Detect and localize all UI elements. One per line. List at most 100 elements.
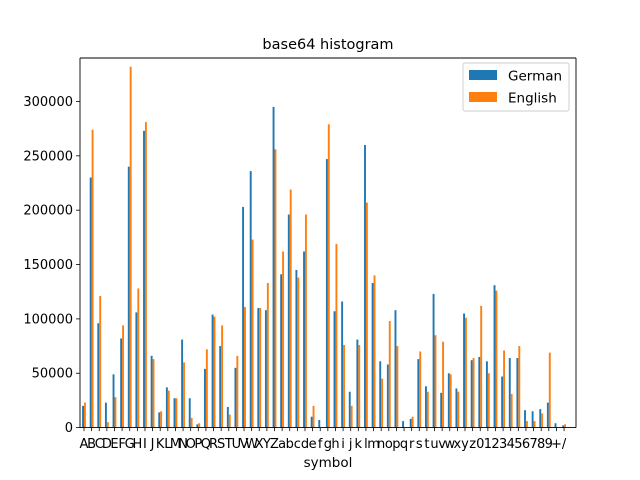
bar-english-D <box>106 422 109 428</box>
bar-english-3 <box>503 350 505 428</box>
bar-english-l <box>365 202 368 428</box>
bar-english-P <box>198 423 201 428</box>
legend-swatch-english <box>469 92 497 102</box>
x-tick-label: a <box>278 437 286 452</box>
legend-label-english: English <box>508 91 557 107</box>
bar-german-i <box>341 301 344 428</box>
bars <box>82 66 566 428</box>
bar-english-6 <box>525 421 528 428</box>
bar-german-E <box>112 374 115 428</box>
x-tick-label: b <box>286 437 294 452</box>
bar-german-l <box>364 144 366 428</box>
bar-english-E <box>114 397 117 428</box>
x-tick-label: T <box>224 437 233 452</box>
bar-german-S <box>219 346 222 428</box>
x-tick-label: g <box>324 437 332 452</box>
bar-english-Q <box>205 349 208 428</box>
bar-english-r <box>411 416 414 428</box>
bar-english-7 <box>533 421 536 428</box>
bar-english-w <box>449 374 452 428</box>
x-tick-label: h <box>331 437 339 452</box>
bar-english-b <box>289 189 292 428</box>
bar-english-p <box>396 346 399 428</box>
bar-german-p <box>394 310 397 428</box>
x-tick-label: 0 <box>476 437 484 452</box>
x-tick-label: H <box>132 437 142 452</box>
bar-english-T <box>228 414 231 428</box>
bar-english-O <box>190 417 193 428</box>
bar-german-H <box>135 312 138 428</box>
y-tick-label: 50000 <box>32 367 73 382</box>
bar-german-k <box>356 339 359 428</box>
bar-german-s <box>417 359 420 428</box>
bar-english-u <box>434 335 437 428</box>
bar-german-B <box>89 177 92 428</box>
bar-german-u <box>432 293 435 428</box>
bar-german-Q <box>204 368 206 428</box>
bar-german-/ <box>562 425 565 428</box>
x-tick-label: p <box>392 437 400 452</box>
y-tick-label: 150000 <box>23 258 73 273</box>
bar-english-v <box>442 341 445 428</box>
legend-swatch-german <box>469 70 497 80</box>
bar-english-s <box>419 351 422 428</box>
x-tick-label: 3 <box>499 437 507 452</box>
bar-german-6 <box>524 410 526 428</box>
x-tick-label: 4 <box>507 437 515 452</box>
bar-german-7 <box>531 411 534 428</box>
bar-english-0 <box>480 305 483 428</box>
bar-english-9 <box>548 352 551 428</box>
bar-english-C <box>99 296 102 428</box>
bar-german-b <box>287 214 290 428</box>
bar-german-I <box>143 130 145 428</box>
bar-german-0 <box>478 356 481 428</box>
x-tick-label: + <box>551 437 562 452</box>
bar-english-z <box>472 358 475 428</box>
x-tick-label: 7 <box>529 437 537 452</box>
x-tick-label: m <box>367 437 380 452</box>
x-tick-label: x <box>454 437 462 452</box>
x-tick-label: l <box>364 437 368 452</box>
bar-german-x <box>455 388 458 428</box>
bar-english-1 <box>487 373 490 428</box>
bar-english-F <box>122 325 124 428</box>
y-ticks: 0 50000 100000 150000 200000 250000 300000 <box>23 95 80 436</box>
bar-english-c <box>297 277 300 428</box>
x-tick-label: L <box>164 437 172 452</box>
bar-english-4 <box>510 393 513 428</box>
bar-english-2 <box>495 290 498 428</box>
x-tick-label: i <box>341 437 345 452</box>
bar-english-V <box>244 306 246 428</box>
bar-english-y <box>465 317 467 428</box>
x-tick-label: N <box>178 437 188 452</box>
bar-german-P <box>196 424 199 428</box>
bar-german-5 <box>516 358 519 428</box>
bar-english-8 <box>541 413 544 428</box>
bar-german-V <box>242 206 245 428</box>
x-tick-label: w <box>444 437 455 452</box>
bar-german-M <box>173 398 176 428</box>
x-tick-label: 6 <box>522 437 530 452</box>
bar-german-c <box>295 269 298 428</box>
x-tick-label: D <box>102 437 112 452</box>
bar-english-k <box>358 344 361 428</box>
bar-german-w <box>447 373 450 428</box>
x-tick-label: q <box>400 437 408 452</box>
x-tick-label: t <box>424 437 429 452</box>
x-tick-label: k <box>355 437 363 452</box>
x-tick-label: R <box>209 437 218 452</box>
bar-english-e <box>312 405 315 428</box>
x-tick-label: f <box>318 437 323 452</box>
bar-german-n <box>379 361 382 428</box>
bar-english-J <box>152 359 155 428</box>
bar-german-j <box>348 391 351 428</box>
y-tick-label: 0 <box>65 421 73 436</box>
bar-english-x <box>457 391 460 428</box>
x-tick-label: B <box>87 437 96 452</box>
bar-english-i <box>343 344 345 428</box>
x-tick-label: 2 <box>491 437 499 452</box>
x-tick-label: C <box>95 437 104 452</box>
bar-german-J <box>150 355 153 428</box>
x-tick-label: 8 <box>537 437 545 452</box>
bar-german-C <box>97 323 100 428</box>
